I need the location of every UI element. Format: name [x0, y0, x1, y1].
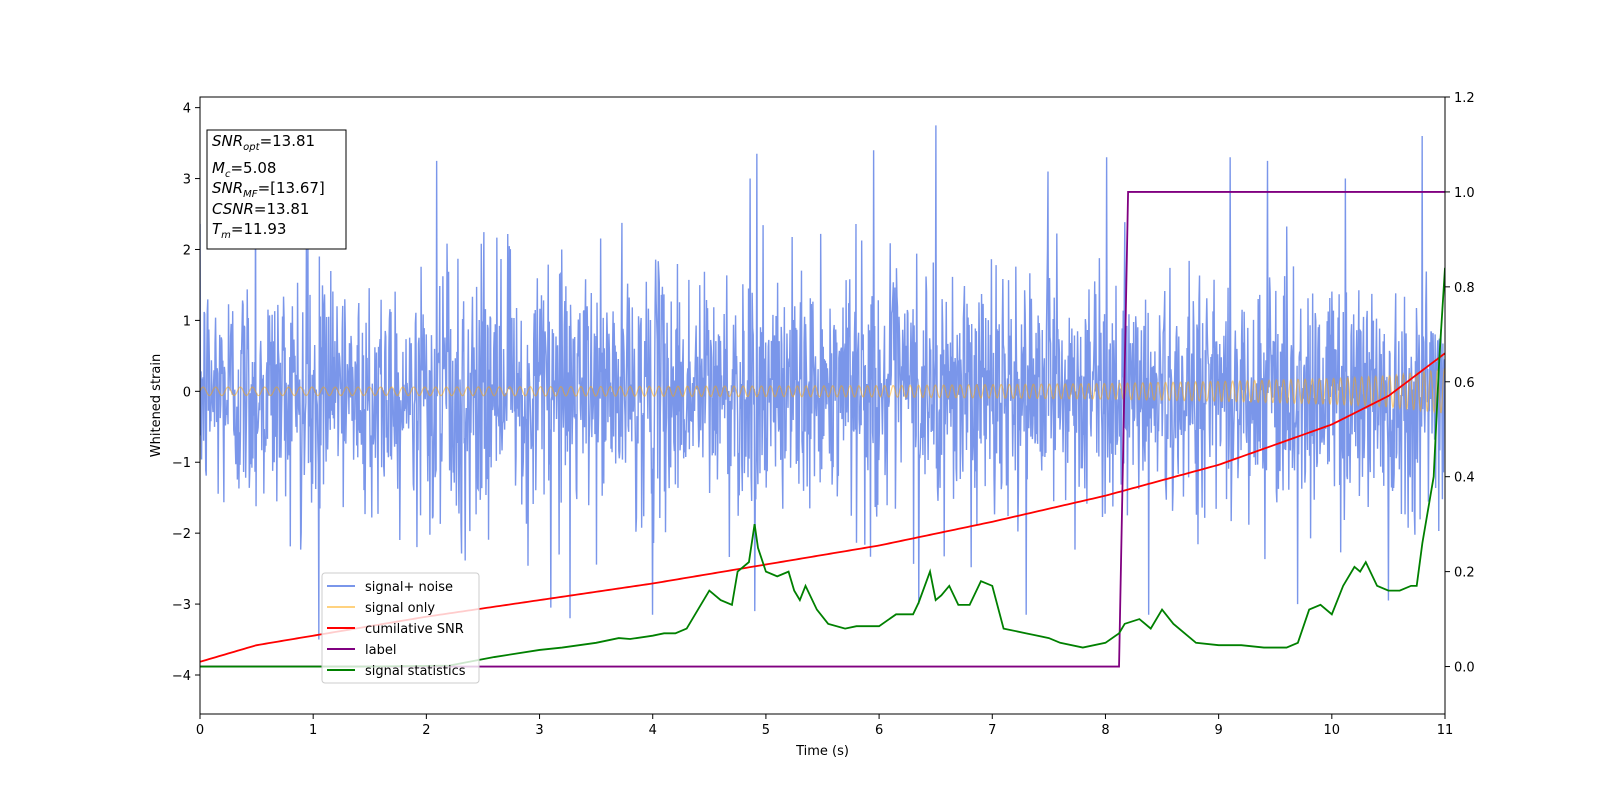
info-mc: Mc=5.08	[212, 159, 276, 180]
legend: signal+ noise signal only cumilative SNR la…	[321, 572, 480, 684]
y-right-tick-label: 1.0	[1454, 186, 1475, 201]
y-right-tick-label: 0.8	[1454, 281, 1475, 296]
info-snr-mf: SNRMF=[13.67]	[212, 179, 325, 200]
y-left-tick-label: 1	[183, 314, 191, 329]
series-signal-only	[200, 367, 1445, 415]
x-tick-label: 5	[762, 723, 770, 738]
legend-label: signal only	[365, 601, 435, 616]
x-tick-label: 8	[1101, 723, 1109, 738]
y-right-tick-label: 0.0	[1454, 661, 1475, 676]
y-right-tick-label: 0.2	[1454, 566, 1475, 581]
legend-label: signal statistics	[365, 664, 466, 679]
legend-label: signal+ noise	[365, 580, 453, 595]
x-tick-label: 10	[1324, 723, 1341, 738]
y-axis-label: Whitened strain	[149, 354, 164, 457]
y-left-tick-label: 3	[183, 173, 191, 188]
info-box: SNRopt=13.81 Mc=5.08 SNRMF=[13.67] CSNR=…	[206, 129, 347, 250]
y-left-tick-label: 0	[183, 385, 191, 400]
legend-label: cumilative SNR	[365, 622, 464, 637]
legend-label: label	[365, 643, 396, 658]
series-signal-plus-noise	[200, 125, 1445, 640]
x-axis-label: Time (s)	[795, 744, 849, 759]
y-right-tick-label: 0.6	[1454, 376, 1475, 391]
y-left-tick-label: 2	[183, 243, 191, 258]
info-snr-opt: SNRopt=13.81	[212, 132, 315, 153]
y-right-tick-label: 1.2	[1454, 91, 1475, 106]
info-box-frame	[206, 129, 347, 250]
y-left-tick-label: −1	[172, 456, 191, 471]
x-tick-label: 9	[1214, 723, 1222, 738]
info-csnr: CSNR=13.81	[212, 200, 309, 218]
x-tick-label: 7	[988, 723, 996, 738]
axes-frame	[199, 96, 1446, 715]
axes: 0 1 2 3 4 5 6 7 8 9 10 11 −4 −3 −2 −1 0 1 2 3 4 0.0 0.2 0.4 0.6 0…	[172, 91, 1475, 738]
y-left-tick-label: 4	[183, 102, 191, 117]
x-tick-label: 4	[649, 723, 657, 738]
x-tick-label: 3	[535, 723, 543, 738]
info-tm: Tm=11.93	[212, 220, 286, 241]
x-tick-label: 11	[1437, 723, 1454, 738]
x-tick-label: 6	[875, 723, 883, 738]
series-signal-statistics	[200, 267, 1445, 668]
y-left-tick-label: −4	[172, 669, 191, 684]
y-left-tick-label: −2	[172, 527, 191, 542]
series-label	[200, 191, 1445, 668]
x-tick-label: 1	[309, 723, 317, 738]
x-tick-label: 0	[196, 723, 204, 738]
y-right-tick-label: 0.4	[1454, 471, 1475, 486]
x-tick-label: 2	[422, 723, 430, 738]
legend-frame	[321, 572, 480, 684]
y-left-tick-label: −3	[172, 598, 191, 613]
